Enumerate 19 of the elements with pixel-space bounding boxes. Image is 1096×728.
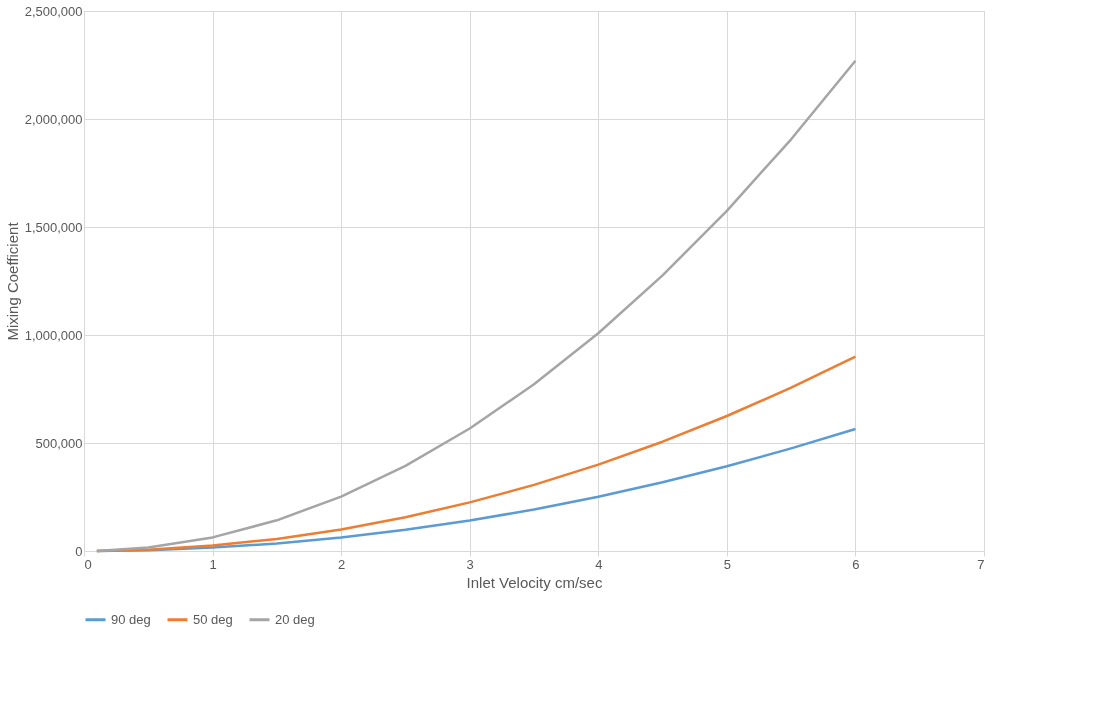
- y-tick-label: 2,500,000: [24, 3, 83, 19]
- legend-label: 20 deg: [275, 611, 315, 627]
- y-axis-title: Mixing Coefficient: [3, 221, 21, 341]
- y-tick-label: 0: [75, 543, 83, 559]
- x-tick-label: 5: [723, 556, 731, 572]
- x-tick-label: 7: [977, 556, 985, 572]
- legend-label: 90 deg: [111, 611, 151, 627]
- y-tick-label: 500,000: [35, 435, 83, 451]
- x-tick-label: 2: [338, 556, 346, 572]
- x-tick-label: 6: [852, 556, 860, 572]
- x-tick-label: 3: [466, 556, 474, 572]
- legend-label: 50 deg: [193, 611, 233, 627]
- x-tick-label: 4: [595, 556, 603, 572]
- x-tick-label: 1: [209, 556, 217, 572]
- y-tick-label: 1,500,000: [24, 219, 83, 235]
- x-axis-title: Inlet Velocity cm/sec: [466, 573, 603, 591]
- line-series: [95, 59, 857, 553]
- y-tick-label: 2,000,000: [24, 111, 83, 127]
- y-tick-label: 1,000,000: [24, 327, 83, 343]
